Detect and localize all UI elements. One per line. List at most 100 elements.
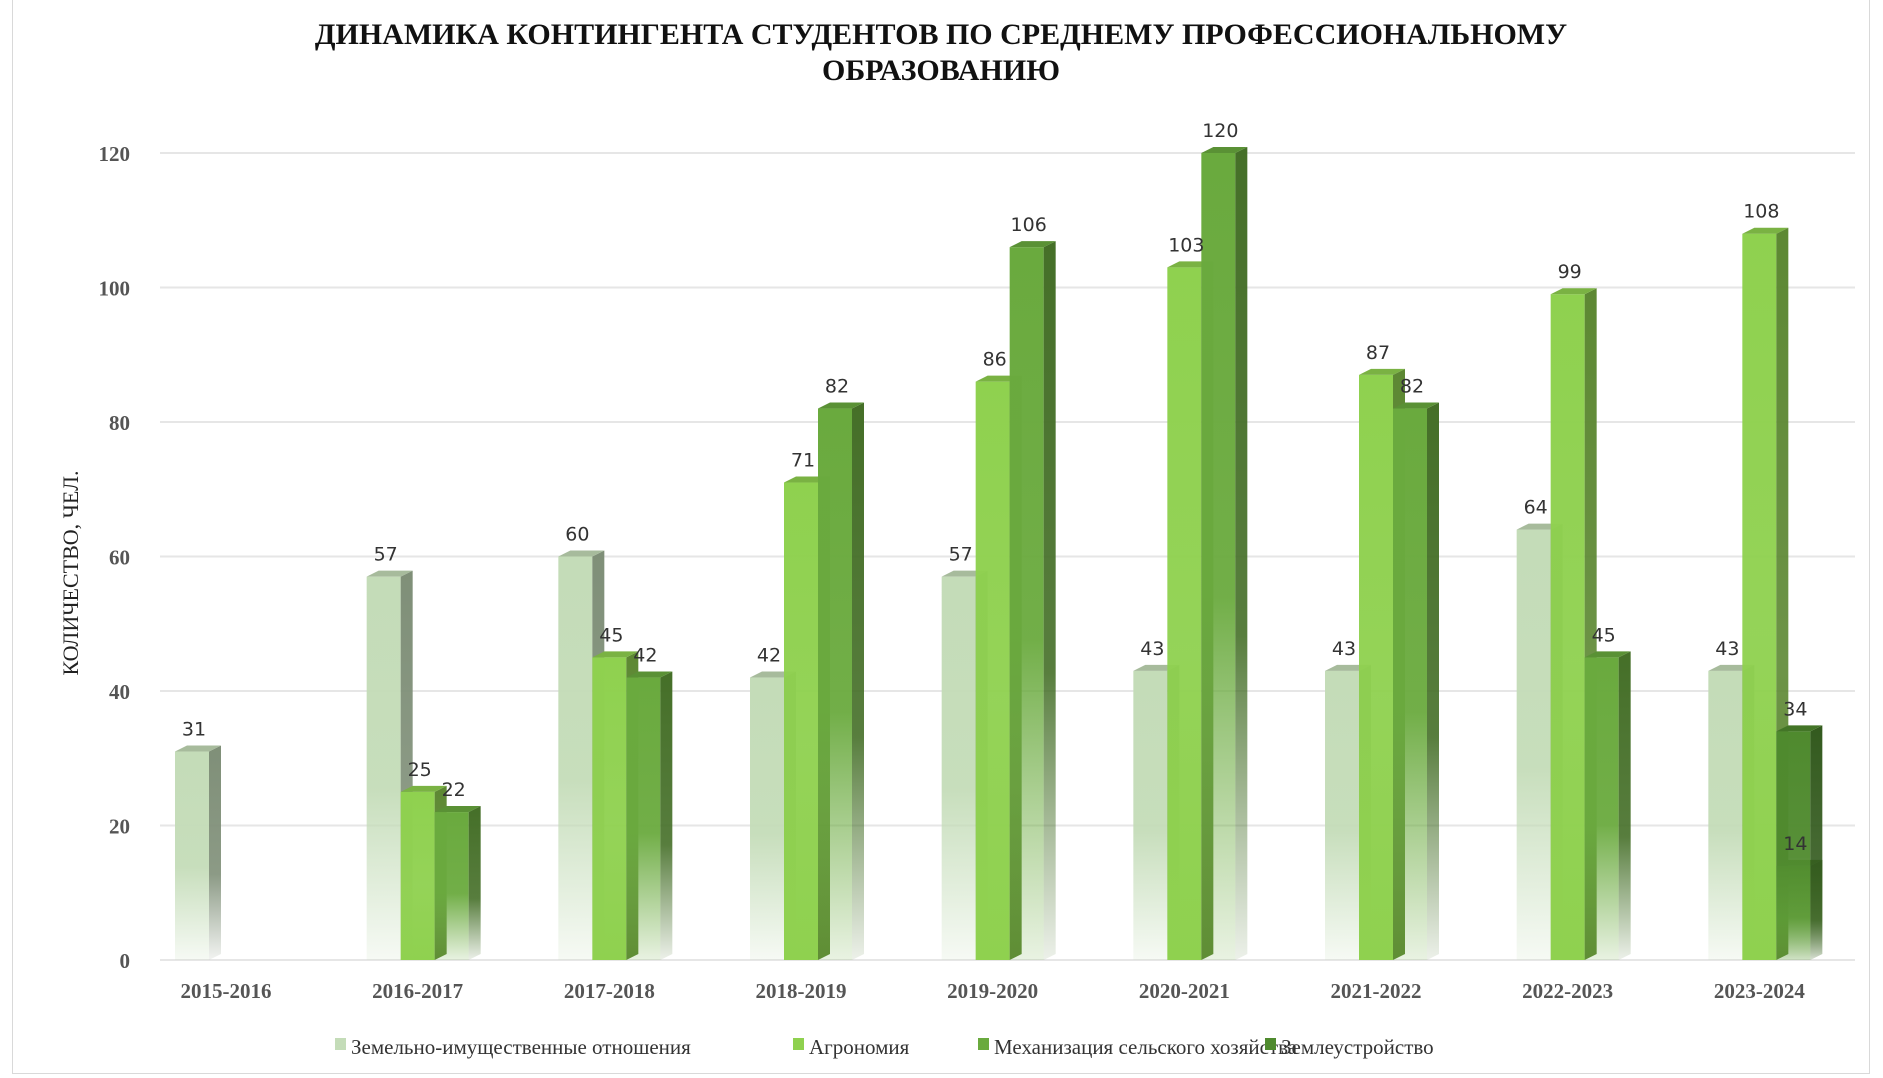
- bar-side: [660, 671, 673, 960]
- bar-top: [592, 651, 639, 658]
- bar: [784, 482, 818, 960]
- data-label: 99: [1558, 261, 1582, 283]
- bar-top: [1201, 147, 1248, 153]
- y-axis: 0 20 40 60 80 100 120: [99, 142, 131, 973]
- bar-top: [1742, 227, 1789, 234]
- bar-side: [209, 745, 221, 960]
- legend-item: Землеустройство: [1265, 1035, 1434, 1059]
- bar: [1133, 670, 1168, 960]
- legend-label: Механизация сельского хозяйства: [994, 1035, 1298, 1059]
- x-tick-label: 2018-2019: [756, 979, 847, 1003]
- bar: [1742, 233, 1777, 960]
- chart-title-line: ДИНАМИКА КОНТИНГЕНТА СТУДЕНТОВ ПО СРЕДНЕ…: [315, 18, 1567, 51]
- data-label: 34: [1783, 698, 1807, 720]
- data-label: 64: [1524, 497, 1548, 519]
- bar: [175, 751, 209, 960]
- bar: [1359, 374, 1393, 960]
- data-label: 57: [949, 544, 973, 566]
- bar: [1167, 267, 1202, 960]
- bar-side: [1043, 241, 1056, 960]
- data-label: 120: [1202, 120, 1238, 142]
- bar-top: [818, 402, 864, 409]
- legend-label: Землеустройство: [1281, 1035, 1434, 1059]
- bar: [750, 677, 784, 960]
- legend-swatch: [978, 1038, 989, 1050]
- bar: [400, 791, 435, 960]
- legend-swatch: [335, 1038, 346, 1050]
- bar-top: [1359, 368, 1405, 375]
- data-label: 57: [374, 544, 398, 566]
- bars: [175, 147, 1823, 961]
- bar-side: [1427, 402, 1439, 960]
- y-tick-label: 40: [109, 680, 130, 704]
- bar: [1550, 294, 1585, 961]
- bar: [1776, 731, 1811, 960]
- bar-top: [1009, 241, 1056, 248]
- chart-frame: [12, 0, 1870, 1074]
- bar-side: [1618, 651, 1631, 960]
- bar-top: [1584, 651, 1631, 658]
- bar: [626, 677, 661, 960]
- bar: [1325, 670, 1359, 960]
- legend-swatch: [793, 1038, 804, 1050]
- y-tick-label: 80: [109, 411, 130, 435]
- x-tick-label: 2022-2023: [1522, 979, 1613, 1003]
- data-label: 43: [1332, 638, 1356, 660]
- bar-top: [434, 806, 481, 813]
- data-label: 103: [1168, 234, 1204, 256]
- bar-top: [1393, 402, 1439, 409]
- y-axis-label: КОЛИЧЕСТВО, ЧЕЛ.: [58, 470, 83, 675]
- data-label: 45: [1592, 624, 1616, 646]
- bar: [558, 556, 593, 960]
- x-tick-label: 2017-2018: [564, 979, 655, 1003]
- bar-top: [1550, 288, 1597, 295]
- data-label: 106: [1011, 214, 1047, 236]
- x-tick-label: 2020-2021: [1139, 979, 1230, 1003]
- y-tick-label: 100: [99, 277, 131, 301]
- legend-item: Агрономия: [793, 1035, 910, 1059]
- bar-side: [468, 806, 481, 960]
- bar-top: [626, 671, 673, 678]
- data-label: 42: [633, 645, 657, 667]
- legend-label: Агрономия: [809, 1035, 910, 1059]
- data-label: 14: [1783, 833, 1807, 855]
- y-tick-label: 0: [120, 949, 131, 973]
- bar: [975, 381, 1010, 960]
- legend-item: Механизация сельского хозяйства: [978, 1035, 1298, 1059]
- bar: [818, 408, 852, 960]
- data-label: 71: [791, 450, 815, 472]
- bar: [1584, 657, 1619, 960]
- legend-label: Земельно-имущественные отношения: [351, 1035, 691, 1059]
- x-tick-label: 2023-2024: [1714, 979, 1805, 1003]
- data-label: 82: [1400, 376, 1424, 398]
- bar-side: [1810, 725, 1823, 960]
- x-tick-label: 2015-2016: [181, 979, 272, 1003]
- data-label: 82: [825, 376, 849, 398]
- bar-side: [852, 402, 864, 960]
- data-label: 42: [757, 645, 781, 667]
- bar: [434, 812, 469, 960]
- data-label: 43: [1140, 638, 1164, 660]
- data-labels: 31 57 25 22 60 45 42 42 71 82 57 86 106 43 103 120 43 87 8…: [182, 120, 1808, 855]
- legend-item: Земельно-имущественные отношения: [335, 1035, 691, 1059]
- bar: [1393, 408, 1427, 960]
- data-label: 43: [1715, 638, 1739, 660]
- bar-top: [1776, 725, 1823, 732]
- legend-swatch: [1265, 1038, 1276, 1050]
- y-tick-label: 20: [109, 815, 130, 839]
- data-label: 22: [442, 779, 466, 801]
- chart-title-line: ОБРАЗОВАНИЮ: [822, 54, 1060, 87]
- bar: [592, 657, 627, 960]
- legend: Земельно-имущественные отношения Агрономи…: [335, 1035, 1434, 1059]
- chart-title: ДИНАМИКА КОНТИНГЕНТА СТУДЕНТОВ ПО СРЕДНЕ…: [315, 18, 1567, 87]
- bar-top: [175, 745, 221, 752]
- bar: [1516, 529, 1551, 960]
- data-label: 86: [983, 349, 1007, 371]
- bar: [941, 576, 976, 960]
- y-tick-label: 120: [99, 142, 131, 166]
- bar: [1201, 153, 1236, 960]
- bar-top: [400, 785, 447, 792]
- bar: [1708, 670, 1743, 960]
- y-tick-label: 60: [109, 546, 130, 570]
- data-label: 25: [408, 759, 432, 781]
